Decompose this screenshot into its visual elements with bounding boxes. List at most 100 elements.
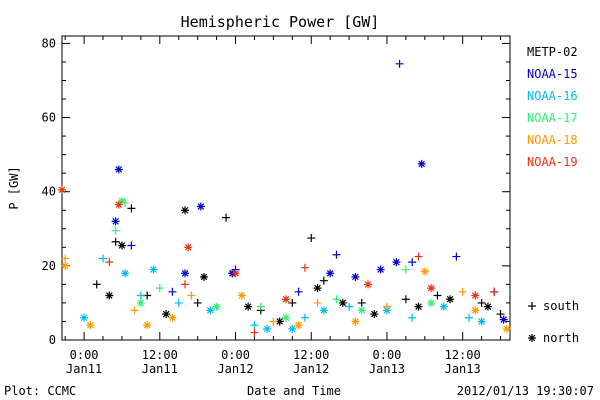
- y-tick-label: 0: [49, 333, 56, 347]
- x-tick-date: Jan12: [293, 362, 329, 376]
- south-point: [250, 328, 259, 337]
- plot-credit: Plot: CCMC: [4, 384, 76, 398]
- south-point: [300, 313, 309, 322]
- south-point: [155, 284, 164, 293]
- south-point: [408, 258, 417, 267]
- south-point: [332, 295, 341, 304]
- x-tick-date: Jan13: [369, 362, 405, 376]
- south-point: [464, 313, 473, 322]
- north-point: [196, 202, 205, 211]
- south-point: [127, 241, 136, 250]
- north-point: [392, 258, 401, 267]
- north-point: [471, 306, 480, 315]
- north-point: [199, 272, 208, 281]
- south-point: [332, 250, 341, 259]
- north-point: [502, 324, 511, 333]
- south-point: [357, 298, 366, 307]
- plot-frame: [61, 35, 511, 341]
- north-point: [80, 313, 89, 322]
- north-point: [338, 298, 347, 307]
- south-point: [105, 258, 114, 267]
- north-point: [168, 313, 177, 322]
- x-tick-time: 0:00: [373, 348, 402, 362]
- north-point: [313, 284, 322, 293]
- south-point: [174, 298, 183, 307]
- chart-title: Hemispheric Power [GW]: [181, 13, 380, 31]
- north-point: [420, 267, 429, 276]
- south-point: [111, 226, 120, 235]
- south-point: [319, 276, 328, 285]
- south-point: [490, 287, 499, 296]
- x-tick-date: Jan11: [66, 362, 102, 376]
- south-point: [458, 287, 467, 296]
- north-point: [282, 313, 290, 322]
- legend: METP-02 NOAA-15 NOAA-16 NOAA-17 NOAA-18 NOAA-…: [527, 45, 578, 169]
- x-tick-time: 0:00: [221, 348, 250, 362]
- legend-entry: NOAA-16: [527, 89, 578, 103]
- south-point: [250, 321, 259, 330]
- south-point: [187, 291, 196, 300]
- north-point: [237, 291, 246, 300]
- north-point: [483, 302, 492, 311]
- north-point: [86, 321, 95, 330]
- series-noaa-15: [111, 59, 508, 324]
- south-point: [130, 306, 139, 315]
- north-point: [417, 159, 426, 168]
- north-point: [105, 291, 114, 300]
- north-point: [117, 241, 126, 250]
- north-point: [477, 317, 486, 326]
- legend-entry: NOAA-19: [527, 155, 578, 169]
- north-point: [376, 265, 385, 274]
- north-point: [282, 295, 290, 304]
- x-tick-time: 12:00: [142, 348, 178, 362]
- y-tick-label: 80: [42, 36, 56, 50]
- south-point: [528, 302, 536, 310]
- x-tick-time: 12:00: [445, 348, 481, 362]
- north-point: [288, 324, 297, 333]
- south-point: [408, 313, 417, 322]
- south-point: [313, 298, 322, 307]
- south-point: [193, 298, 202, 307]
- north-point: [439, 302, 448, 311]
- north-point: [357, 306, 366, 315]
- north-point: [231, 269, 240, 278]
- north-point: [61, 261, 70, 270]
- x-tick-date: Jan13: [445, 362, 481, 376]
- south-point: [111, 237, 120, 246]
- south-point: [294, 287, 303, 296]
- south-point: [345, 302, 354, 311]
- south-point: [99, 254, 108, 263]
- y-tick-label: 40: [42, 185, 56, 199]
- north-point: [184, 243, 193, 252]
- south-point: [433, 291, 442, 300]
- north-point: [149, 265, 158, 274]
- north-point: [528, 334, 536, 342]
- north-point: [499, 315, 508, 324]
- south-point: [181, 280, 190, 289]
- south-point: [127, 204, 136, 213]
- y-axis: 0 20 40 60 80: [42, 36, 510, 347]
- south-point: [300, 263, 309, 272]
- north-point: [111, 217, 120, 226]
- south-point: [401, 295, 410, 304]
- legend-entry: NOAA-17: [527, 111, 578, 125]
- south-point: [288, 298, 297, 307]
- legend-entry: METP-02: [527, 45, 578, 59]
- north-point: [143, 321, 152, 330]
- north-point: [351, 317, 360, 326]
- south-point: [307, 234, 316, 243]
- x-axis-label: Date and Time: [247, 384, 341, 398]
- north-point: [114, 200, 123, 209]
- y-axis-label: P [GW]: [7, 166, 21, 209]
- south-point: [222, 213, 231, 222]
- north-point: [370, 310, 379, 319]
- y-tick-label: 20: [42, 259, 56, 273]
- north-point: [427, 284, 436, 293]
- legend-entry: NOAA-18: [527, 133, 578, 147]
- north-point: [351, 272, 360, 281]
- south-point: [61, 254, 70, 263]
- data-points: [58, 59, 511, 337]
- north-point: [114, 165, 123, 174]
- x-tick-date: Jan12: [217, 362, 253, 376]
- legend-entry: NOAA-15: [527, 67, 578, 81]
